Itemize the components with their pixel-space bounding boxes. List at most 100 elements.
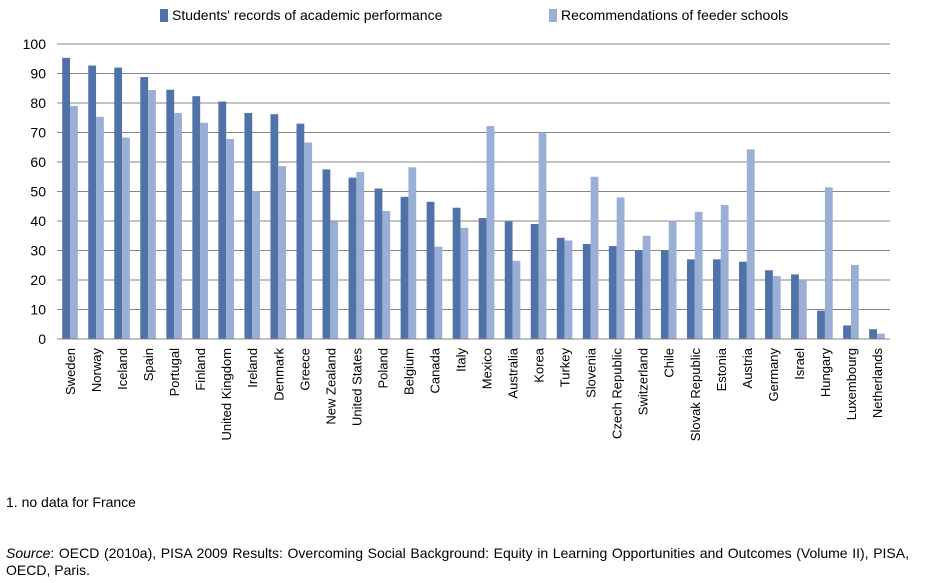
bars	[62, 57, 885, 340]
x-tick-label-united-kingdom: United Kingdom	[219, 348, 234, 441]
bar-academic-new-zealand	[322, 169, 331, 339]
x-tick-label-denmark: Denmark	[271, 348, 286, 401]
bar-academic-norway	[88, 65, 97, 339]
bar-feeder-belgium	[408, 167, 417, 339]
y-tick-label: 90	[30, 66, 46, 82]
legend-label-feeder: Recommendations of feeder schools	[561, 7, 788, 23]
bar-academic-united-states	[348, 177, 357, 339]
bar-academic-greece	[296, 123, 305, 340]
x-tick-label-portugal: Portugal	[167, 348, 182, 397]
bar-feeder-australia	[512, 260, 521, 339]
x-tick-label-turkey: Turkey	[558, 348, 573, 388]
x-tick-label-luxembourg: Luxembourg	[844, 348, 859, 420]
bar-feeder-slovak-republic	[694, 211, 703, 339]
bar-academic-belgium	[400, 196, 409, 339]
x-tick-label-united-states: United States	[349, 348, 364, 427]
bar-feeder-chile	[668, 220, 677, 339]
legend-label-academic: Students' records of academic performanc…	[172, 7, 443, 23]
bar-academic-finland	[192, 96, 201, 339]
footnote: 1. no data for France	[6, 494, 136, 510]
y-tick-label: 0	[38, 331, 46, 347]
y-tick-label: 80	[30, 95, 46, 111]
bar-academic-italy	[452, 207, 461, 339]
bar-feeder-czech-republic	[616, 197, 625, 339]
bar-academic-luxembourg	[843, 325, 851, 339]
bar-academic-turkey	[556, 237, 565, 339]
y-tick-label: 70	[30, 125, 46, 141]
bar-feeder-ireland	[252, 191, 261, 339]
bar-academic-sweden	[62, 57, 71, 340]
x-tick-label-norway: Norway	[89, 348, 104, 393]
y-tick-label: 20	[30, 272, 46, 288]
bar-academic-germany	[765, 270, 773, 339]
bar-feeder-mexico	[486, 126, 495, 339]
bar-academic-switzerland	[634, 250, 643, 339]
x-tick-label-australia: Australia	[506, 347, 521, 398]
x-tick-label-slovak-republic: Slovak Republic	[688, 348, 703, 442]
bar-academic-poland	[374, 188, 383, 339]
x-tick-label-netherlands: Netherlands	[870, 348, 885, 419]
bar-academic-spain	[140, 77, 149, 339]
bar-feeder-korea	[538, 132, 547, 339]
bar-feeder-sweden	[70, 105, 78, 339]
x-tick-label-hungary: Hungary	[818, 348, 833, 398]
legend-swatch-academic	[160, 9, 168, 22]
bar-academic-korea	[530, 223, 539, 339]
bar-feeder-finland	[200, 122, 208, 339]
bar-feeder-switzerland	[642, 235, 651, 339]
bar-academic-hungary	[817, 310, 825, 339]
source-text: : OECD (2010a), PISA 2009 Results: Overc…	[6, 545, 909, 578]
bar-academic-slovenia	[582, 244, 591, 339]
x-tick-label-estonia: Estonia	[714, 347, 729, 391]
bar-academic-israel	[791, 274, 799, 339]
x-tick-label-ireland: Ireland	[245, 348, 260, 388]
source-note: Source: OECD (2010a), PISA 2009 Results:…	[6, 545, 909, 579]
x-tick-label-poland: Poland	[375, 348, 390, 388]
x-tick-label-mexico: Mexico	[480, 348, 495, 389]
bar-feeder-turkey	[564, 240, 573, 339]
bar-feeder-italy	[460, 227, 469, 339]
y-tick-label: 50	[30, 184, 46, 200]
x-tick-label-sweden: Sweden	[63, 348, 78, 395]
bar-feeder-germany	[772, 276, 781, 339]
y-axis-tick-labels: 0 10 20 30 40 50 60 70 80 90 100	[23, 36, 47, 347]
bar-academic-czech-republic	[608, 246, 617, 339]
bar-feeder-iceland	[122, 137, 130, 339]
bar-feeder-greece	[304, 142, 313, 339]
x-tick-label-chile: Chile	[662, 348, 677, 378]
legend-swatch-feeder	[549, 9, 557, 22]
bar-feeder-slovenia	[590, 176, 599, 339]
bar-feeder-poland	[382, 210, 391, 339]
y-tick-label: 10	[30, 302, 46, 318]
x-tick-label-israel: Israel	[792, 348, 807, 380]
x-tick-label-slovenia: Slovenia	[584, 347, 599, 398]
bar-academic-portugal	[166, 89, 175, 339]
y-tick-label: 30	[30, 243, 46, 259]
x-tick-label-germany: Germany	[766, 348, 781, 402]
bar-academic-netherlands	[869, 329, 877, 339]
bar-academic-denmark	[270, 114, 279, 340]
bar-chart: Students' records of academic performanc…	[23, 7, 890, 441]
x-tick-label-austria: Austria	[740, 347, 755, 388]
bar-academic-canada	[426, 201, 435, 339]
bar-feeder-portugal	[174, 113, 182, 339]
bar-academic-austria	[739, 261, 747, 339]
bar-academic-mexico	[478, 218, 487, 339]
bar-academic-united-kingdom	[218, 101, 227, 340]
bar-feeder-luxembourg	[850, 264, 859, 339]
y-tick-label: 40	[30, 213, 46, 229]
bar-feeder-norway	[96, 116, 104, 340]
bar-academic-ireland	[244, 113, 253, 339]
bar-academic-slovak-republic	[686, 259, 695, 339]
bar-feeder-denmark	[278, 166, 287, 339]
bar-feeder-netherlands	[876, 333, 885, 339]
bar-academic-chile	[660, 250, 669, 339]
bar-academic-estonia	[712, 259, 721, 339]
x-axis-tick-labels: Sweden Norway Iceland Spain Portugal Finland U…	[63, 347, 885, 441]
bar-academic-australia	[504, 221, 513, 339]
bar-feeder-hungary	[824, 187, 833, 339]
bar-feeder-spain	[148, 90, 156, 340]
y-tick-label: 100	[23, 36, 47, 52]
x-tick-label-iceland: Iceland	[115, 348, 130, 390]
gridlines	[57, 43, 890, 310]
